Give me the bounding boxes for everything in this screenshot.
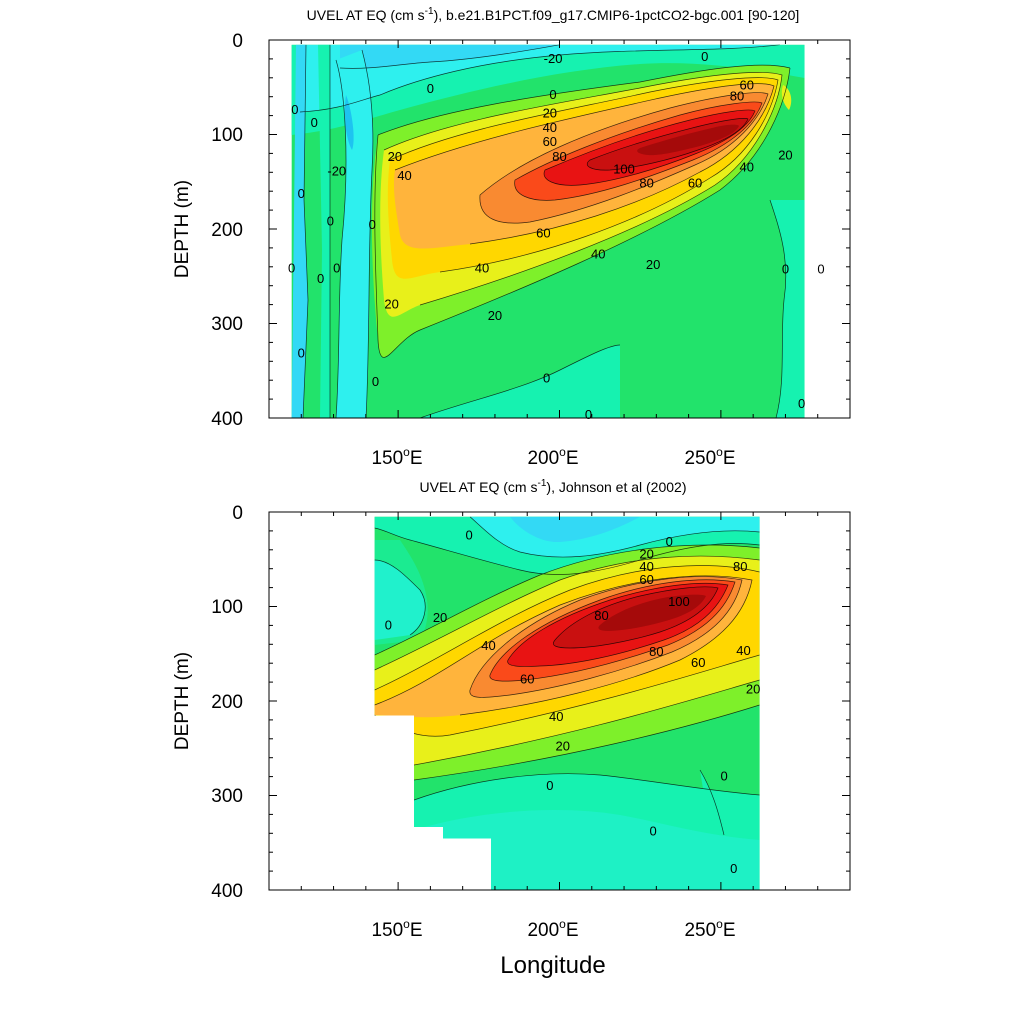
contour-label: 60 bbox=[543, 134, 557, 149]
contour-label: 0 bbox=[291, 102, 298, 117]
contour-label: 0 bbox=[298, 346, 305, 361]
contour-label: 40 bbox=[736, 643, 750, 658]
contour-label: 40 bbox=[739, 160, 753, 175]
contour-label: 80 bbox=[730, 89, 744, 104]
contour-label: 0 bbox=[666, 534, 673, 549]
contour-label: 40 bbox=[543, 120, 557, 135]
contour-label: 40 bbox=[549, 709, 563, 724]
y-tick-label: 200 bbox=[211, 220, 243, 241]
contour-label: 40 bbox=[481, 638, 495, 653]
panel-title: UVEL AT EQ (cm s-1), Johnson et al (2002… bbox=[420, 478, 687, 495]
contour-label: 0 bbox=[585, 407, 592, 422]
y-tick-label: 200 bbox=[211, 692, 243, 713]
y-tick-label: 100 bbox=[211, 597, 243, 618]
tick-marks bbox=[268, 39, 851, 419]
contour-label: 0 bbox=[649, 823, 656, 838]
y-axis: 0 100 200 300 400 DEPTH (m) bbox=[172, 31, 243, 430]
y-tick-label: 0 bbox=[232, 503, 243, 524]
contour-label: 0 bbox=[317, 271, 324, 286]
contour-label: 20 bbox=[388, 149, 402, 164]
contour-label: 60 bbox=[639, 572, 653, 587]
contour-label: 20 bbox=[555, 738, 569, 753]
contour-label: 100 bbox=[668, 594, 690, 609]
contour-label: 0 bbox=[543, 370, 550, 385]
panel-model: UVEL AT EQ (cm s-1), b.e21.B1PCT.f09_g17… bbox=[172, 6, 851, 469]
x-axis: 150oE 200oE 250oE bbox=[371, 445, 735, 469]
contour-label: 0 bbox=[782, 262, 789, 277]
x-axis: 150oE 200oE 250oE Longitude bbox=[371, 917, 735, 979]
contour-label: -20 bbox=[544, 51, 563, 66]
contour-label: 0 bbox=[327, 213, 334, 228]
contour-label: 20 bbox=[639, 547, 653, 562]
contour-label: 0 bbox=[288, 261, 295, 276]
y-axis: 0 100 200 300 400 DEPTH (m) bbox=[172, 503, 243, 902]
x-tick-label: 150oE bbox=[371, 445, 422, 469]
contour-label: 20 bbox=[646, 257, 660, 272]
panel-observations: UVEL AT EQ (cm s-1), Johnson et al (2002… bbox=[172, 478, 851, 979]
tick-marks bbox=[268, 511, 851, 891]
contour-label: 0 bbox=[333, 261, 340, 276]
x-tick-label: 250oE bbox=[684, 445, 735, 469]
contour-label: 20 bbox=[543, 106, 557, 121]
contour-label: 40 bbox=[475, 261, 489, 276]
contour-label: 80 bbox=[594, 608, 608, 623]
y-tick-label: 300 bbox=[211, 314, 243, 335]
y-axis-label: DEPTH (m) bbox=[172, 180, 193, 278]
contour-label: 0 bbox=[311, 115, 318, 130]
contour-label: 0 bbox=[369, 217, 376, 232]
y-tick-label: 400 bbox=[211, 881, 243, 902]
contour-label: 80 bbox=[649, 644, 663, 659]
contour-label: 0 bbox=[730, 861, 737, 876]
y-axis-label: DEPTH (m) bbox=[172, 652, 193, 750]
contour-label: 20 bbox=[746, 682, 760, 697]
contour-label: 20 bbox=[488, 308, 502, 323]
x-tick-label: 250oE bbox=[684, 917, 735, 941]
y-tick-label: 100 bbox=[211, 125, 243, 146]
contour-label: 0 bbox=[546, 778, 553, 793]
x-tick-label: 200oE bbox=[527, 445, 578, 469]
contour-field bbox=[291, 44, 805, 418]
contour-field bbox=[374, 516, 760, 890]
contour-label: 60 bbox=[536, 226, 550, 241]
contour-label: 0 bbox=[466, 528, 473, 543]
x-tick-label: 200oE bbox=[527, 917, 578, 941]
y-tick-label: 300 bbox=[211, 786, 243, 807]
x-tick-label: 150oE bbox=[371, 917, 422, 941]
contour-label: 20 bbox=[384, 297, 398, 312]
y-tick-label: 400 bbox=[211, 409, 243, 430]
contour-label: 80 bbox=[552, 149, 566, 164]
contour-label: 60 bbox=[739, 77, 753, 92]
contour-label: 0 bbox=[798, 396, 805, 411]
contour-label: 0 bbox=[385, 617, 392, 632]
contour-label: 80 bbox=[639, 176, 653, 191]
contour-label: 0 bbox=[720, 769, 727, 784]
contour-label: 0 bbox=[427, 81, 434, 96]
contour-label: 20 bbox=[433, 610, 447, 625]
contour-label: 80 bbox=[733, 559, 747, 574]
contour-label: 40 bbox=[639, 559, 653, 574]
contour-label: 0 bbox=[298, 186, 305, 201]
contour-label: 40 bbox=[397, 168, 411, 183]
contour-label: 0 bbox=[817, 262, 824, 277]
contour-label: 100 bbox=[613, 161, 635, 176]
contour-label: 0 bbox=[701, 49, 708, 64]
contour-label: 20 bbox=[778, 147, 792, 162]
contour-label: 0 bbox=[549, 87, 556, 102]
panel-title: UVEL AT EQ (cm s-1), b.e21.B1PCT.f09_g17… bbox=[307, 6, 800, 23]
contour-label: 60 bbox=[688, 176, 702, 191]
contour-label: 60 bbox=[691, 655, 705, 670]
contour-label: 40 bbox=[591, 247, 605, 262]
x-axis-label: Longitude bbox=[500, 952, 605, 979]
y-tick-label: 0 bbox=[232, 31, 243, 52]
contour-label: -20 bbox=[327, 163, 346, 178]
contour-label: 0 bbox=[372, 374, 379, 389]
contour-label: 60 bbox=[520, 671, 534, 686]
